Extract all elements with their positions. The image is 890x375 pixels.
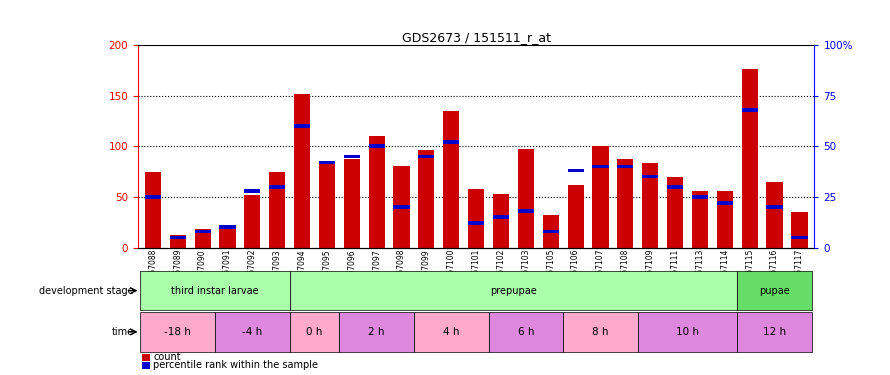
Bar xyxy=(692,191,708,248)
Bar xyxy=(294,124,310,128)
Bar xyxy=(319,160,335,164)
Text: prepupae: prepupae xyxy=(490,286,537,296)
Bar xyxy=(215,312,289,352)
Text: 8 h: 8 h xyxy=(592,327,609,337)
Bar xyxy=(368,136,384,248)
Bar xyxy=(141,312,215,352)
Bar xyxy=(643,164,659,248)
Text: 0 h: 0 h xyxy=(306,327,323,337)
Bar xyxy=(443,140,459,144)
Text: -4 h: -4 h xyxy=(242,327,263,337)
Bar xyxy=(468,189,484,248)
Bar xyxy=(289,271,737,310)
Bar xyxy=(195,230,211,233)
Bar xyxy=(269,171,286,248)
Bar xyxy=(170,236,186,248)
Bar xyxy=(593,146,609,248)
Bar xyxy=(716,191,732,248)
Text: 12 h: 12 h xyxy=(763,327,786,337)
Bar xyxy=(344,159,360,248)
Bar xyxy=(368,144,384,148)
Bar xyxy=(195,229,211,248)
Bar xyxy=(766,205,782,209)
Bar xyxy=(568,185,584,248)
Bar xyxy=(170,236,186,239)
Bar xyxy=(643,175,659,178)
Bar xyxy=(543,215,559,248)
Title: GDS2673 / 151511_r_at: GDS2673 / 151511_r_at xyxy=(401,31,551,44)
Text: 10 h: 10 h xyxy=(676,327,699,337)
Bar xyxy=(741,69,757,248)
Text: pupae: pupae xyxy=(759,286,790,296)
Text: percentile rank within the sample: percentile rank within the sample xyxy=(153,360,318,370)
Bar xyxy=(141,271,289,310)
Bar xyxy=(344,154,360,158)
Bar xyxy=(489,312,563,352)
Text: third instar larvae: third instar larvae xyxy=(171,286,259,296)
Text: -18 h: -18 h xyxy=(165,327,191,337)
Bar xyxy=(244,189,261,193)
Bar xyxy=(618,159,634,248)
Bar xyxy=(518,149,534,248)
Bar xyxy=(791,236,807,239)
Bar xyxy=(692,195,708,199)
Bar xyxy=(638,312,737,352)
Bar xyxy=(244,195,261,248)
Bar xyxy=(741,108,757,112)
Bar xyxy=(667,177,684,248)
Bar xyxy=(289,312,339,352)
Bar xyxy=(339,312,414,352)
Bar xyxy=(716,201,732,205)
Bar xyxy=(145,195,161,199)
Bar xyxy=(618,165,634,168)
Text: 6 h: 6 h xyxy=(518,327,534,337)
Text: time: time xyxy=(111,327,134,337)
Text: 2 h: 2 h xyxy=(368,327,385,337)
Bar xyxy=(393,166,409,248)
Bar xyxy=(493,194,509,248)
Bar xyxy=(414,312,489,352)
Bar xyxy=(294,94,310,248)
Bar xyxy=(543,230,559,233)
Bar xyxy=(791,212,807,248)
Bar xyxy=(766,182,782,248)
Bar xyxy=(568,169,584,172)
Bar xyxy=(220,227,236,248)
Bar xyxy=(418,154,434,158)
Bar xyxy=(493,215,509,219)
Bar xyxy=(220,225,236,229)
Bar xyxy=(443,111,459,248)
Bar xyxy=(269,185,286,189)
Text: 4 h: 4 h xyxy=(443,327,459,337)
Bar xyxy=(319,165,335,248)
Bar xyxy=(468,221,484,225)
Bar xyxy=(418,150,434,248)
Bar xyxy=(518,209,534,213)
Bar xyxy=(667,185,684,189)
Bar xyxy=(593,165,609,168)
Bar xyxy=(737,271,812,310)
Bar xyxy=(563,312,638,352)
Bar xyxy=(737,312,812,352)
Text: count: count xyxy=(153,352,181,362)
Bar xyxy=(393,205,409,209)
Bar xyxy=(145,171,161,248)
Text: development stage: development stage xyxy=(39,286,134,296)
